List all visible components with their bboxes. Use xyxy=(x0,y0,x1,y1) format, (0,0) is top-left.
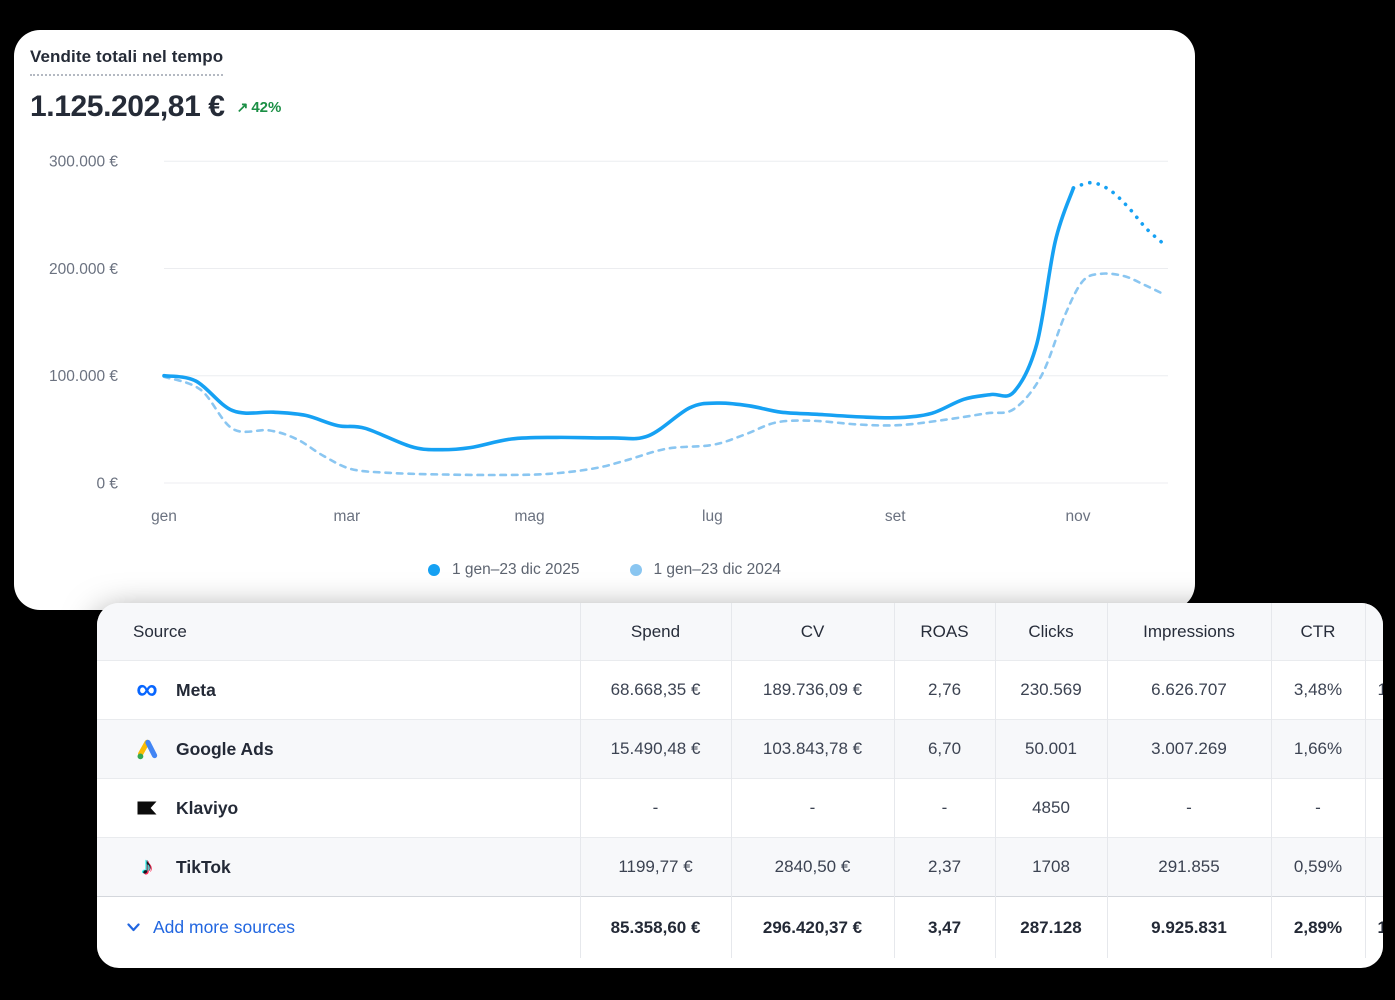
total-sales-value: 1.125.202,81 € xyxy=(30,90,225,123)
total-extra-clipped: 1 xyxy=(1364,896,1383,958)
add-more-sources-button[interactable]: Add more sources xyxy=(127,917,580,938)
source-cell: Klaviyo xyxy=(97,778,580,838)
source-cell: ♪ TikTok xyxy=(97,837,580,897)
extra-clipped-value xyxy=(1364,778,1383,838)
sales-line-chart: 0 € 100.000 € 200.000 € 300.000 € gen mar mag l… xyxy=(49,154,1168,525)
source-name: Google Ads xyxy=(176,738,274,759)
clicks-value: 230.569 xyxy=(994,660,1107,720)
google-ads-icon xyxy=(133,737,161,762)
total-spend: 85.358,60 € xyxy=(579,896,731,958)
spend-value: 68.668,35 € xyxy=(579,660,731,720)
table-header-row: Source Spend CV ROAS Clicks Impressions CTR xyxy=(97,603,1383,661)
table-footer-row: Add more sources 85.358,60 € 296.420,37 … xyxy=(97,896,1383,958)
chart-title: Vendite totali nel tempo xyxy=(30,47,224,76)
column-header-clicks: Clicks xyxy=(994,603,1107,661)
clicks-value: 1708 xyxy=(994,837,1107,897)
sources-table: Source Spend CV ROAS Clicks Impressions CTR ∞ M… xyxy=(97,603,1383,958)
series-2025-line xyxy=(162,186,1076,452)
impressions-value: 6.626.707 xyxy=(1106,660,1271,720)
add-more-sources-label: Add more sources xyxy=(153,917,296,937)
cv-value: - xyxy=(730,778,894,838)
legend-dot-icon xyxy=(629,564,642,576)
legend-label: 1 gen–23 dic 2024 xyxy=(653,561,782,578)
clicks-value: 4850 xyxy=(994,778,1107,838)
meta-icon: ∞ xyxy=(136,673,158,706)
column-header-ctr: CTR xyxy=(1270,603,1365,661)
total-ctr: 2,89% xyxy=(1270,896,1365,958)
column-header-roas: ROAS xyxy=(893,603,995,661)
cv-value: 103.843,78 € xyxy=(730,719,894,779)
table-row-tiktok: ♪ TikTok 1199,77 €2840,50 €2,37 1708 291.855… xyxy=(97,837,1383,897)
x-axis-tick-label: mag xyxy=(515,508,545,525)
ctr-value: 3,48% xyxy=(1270,660,1365,720)
x-axis-tick-label: mar xyxy=(333,508,360,525)
extra-clipped-value xyxy=(1364,719,1383,779)
extra-clipped-value: 1 xyxy=(1364,660,1383,720)
ctr-value: - xyxy=(1270,778,1365,838)
source-cell: Google Ads xyxy=(97,719,580,779)
legend-item-2024[interactable]: 1 gen–23 dic 2024 xyxy=(629,561,782,579)
growth-delta-badge: ↗ 42% xyxy=(237,99,282,116)
impressions-value: 3.007.269 xyxy=(1106,719,1271,779)
series-2025-projection xyxy=(1071,180,1167,247)
total-clicks: 287.128 xyxy=(994,896,1107,958)
roas-value: 2,37 xyxy=(893,837,995,897)
y-axis-tick-label: 300.000 € xyxy=(49,154,118,171)
ctr-value: 1,66% xyxy=(1270,719,1365,779)
sources-table-card: Source Spend CV ROAS Clicks Impressions CTR ∞ M… xyxy=(97,603,1383,968)
impressions-value: 291.855 xyxy=(1106,837,1271,897)
x-axis-tick-label: set xyxy=(885,508,906,525)
chart-legend: 1 gen–23 dic 2025 1 gen–23 dic 2024 xyxy=(14,561,1195,579)
source-cell: ∞ Meta xyxy=(97,660,580,720)
sales-chart-card: Vendite totali nel tempo 1.125.202,81 € … xyxy=(14,30,1195,610)
column-header-cv: CV xyxy=(730,603,894,661)
table-row-klaviyo: Klaviyo - - -4850- - xyxy=(97,778,1383,838)
delta-percent: 42% xyxy=(251,98,282,116)
roas-value: 2,76 xyxy=(893,660,995,720)
total-cv: 296.420,37 € xyxy=(730,896,894,958)
y-axis-tick-label: 200.000 € xyxy=(49,261,118,278)
total-roas: 3,47 xyxy=(893,896,995,958)
impressions-value: - xyxy=(1106,778,1271,838)
tiktok-icon: ♪ xyxy=(141,853,153,880)
source-name: Meta xyxy=(176,679,216,700)
spend-value: 1199,77 € xyxy=(579,837,731,897)
klaviyo-icon xyxy=(133,796,161,820)
total-impressions: 9.925.831 xyxy=(1106,896,1271,958)
source-name: Klaviyo xyxy=(176,797,239,818)
series-2024-line xyxy=(162,272,1167,477)
spend-value: 15.490,48 € xyxy=(579,719,731,779)
spend-value: - xyxy=(579,778,731,838)
chevron-down-icon xyxy=(127,923,140,932)
extra-clipped-value xyxy=(1364,837,1383,897)
roas-value: 6,70 xyxy=(893,719,995,779)
clicks-value: 50.001 xyxy=(994,719,1107,779)
cv-value: 2840,50 € xyxy=(730,837,894,897)
roas-value: - xyxy=(893,778,995,838)
table-row-google-ads: Google Ads 15.490,48 €103.843,78 €6,70 50.… xyxy=(97,719,1383,779)
x-axis-tick-label: lug xyxy=(702,508,723,525)
trend-up-arrow-icon: ↗ xyxy=(236,98,249,115)
column-header-clipped xyxy=(1364,603,1383,661)
column-header-impressions: Impressions xyxy=(1106,603,1271,661)
legend-item-2025[interactable]: 1 gen–23 dic 2025 xyxy=(427,561,580,579)
cv-value: 189.736,09 € xyxy=(730,660,894,720)
source-name: TikTok xyxy=(176,856,231,877)
chart-total-row: 1.125.202,81 € ↗ 42% xyxy=(30,90,281,124)
y-axis-tick-label: 100.000 € xyxy=(49,368,118,385)
ctr-value: 0,59% xyxy=(1270,837,1365,897)
column-header-source: Source xyxy=(97,603,580,661)
y-axis-tick-label: 0 € xyxy=(96,476,118,493)
legend-dot-icon xyxy=(427,564,440,576)
legend-label: 1 gen–23 dic 2025 xyxy=(451,561,580,578)
x-axis-tick-label: nov xyxy=(1066,508,1091,525)
x-axis-tick-label: gen xyxy=(151,508,177,525)
column-header-spend: Spend xyxy=(579,603,731,661)
table-row-meta: ∞ Meta 68.668,35 €189.736,09 €2,76 230.569 6… xyxy=(97,660,1383,720)
